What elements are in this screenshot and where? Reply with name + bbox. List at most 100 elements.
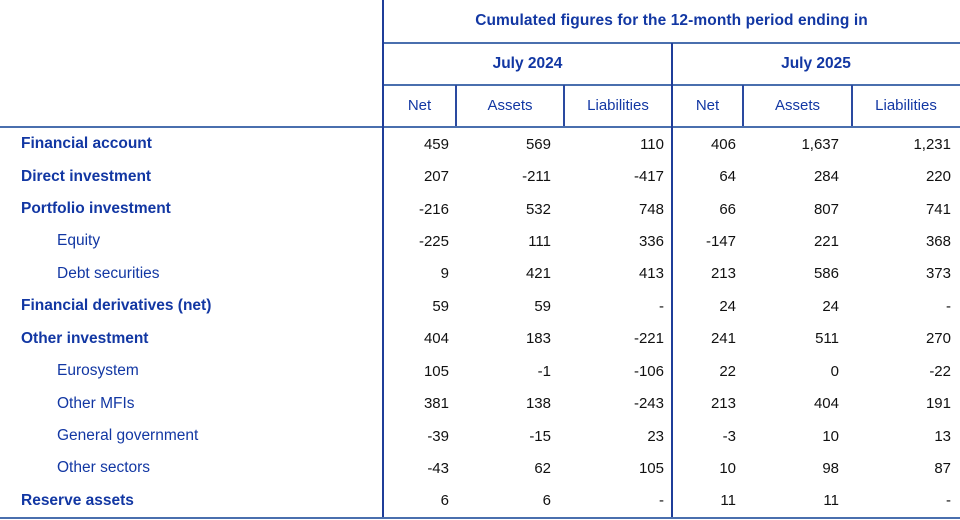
table-row: Other investment 404 183 -221 241 511 270 (0, 323, 960, 355)
table-row: Financial account 459 569 110 406 1,637 1,231 (0, 128, 960, 160)
value-cell: 207 (423, 168, 449, 186)
value-cell: 404 (813, 395, 839, 413)
value-cell: 459 (423, 135, 449, 153)
value-cell: 59 (534, 297, 551, 315)
value-cell: 66 (719, 200, 736, 218)
value-cell: 87 (934, 459, 951, 477)
rule-net-assets-2025 (742, 85, 744, 126)
value-cell: 381 (423, 395, 449, 413)
rule-table-bottom (0, 517, 960, 519)
value-cell: -3 (722, 427, 736, 445)
value-cell: 221 (813, 232, 839, 250)
row-label: Direct investment (21, 167, 152, 185)
value-cell: -106 (633, 362, 664, 380)
value-cell: 64 (719, 168, 736, 186)
value-cell: 23 (647, 427, 664, 445)
value-cell: - (946, 492, 951, 510)
value-cell: -225 (418, 232, 449, 250)
value-cell: 220 (925, 168, 951, 186)
row-label: Portfolio investment (21, 200, 171, 218)
row-label: Other investment (21, 329, 149, 347)
rule-under-column-headers (0, 126, 960, 128)
period-header-july-2025: July 2025 (781, 54, 851, 72)
rule-label-divider (382, 0, 384, 517)
row-label: Financial derivatives (net) (21, 297, 212, 315)
value-cell: 10 (719, 459, 736, 477)
table-row: Eurosystem 105 -1 -106 22 0 -22 (0, 355, 960, 387)
value-cell: 1,231 (913, 135, 951, 153)
value-cell: 105 (638, 459, 664, 477)
value-cell: 6 (542, 492, 551, 510)
table-row: Portfolio investment -216 532 748 66 807 741 (0, 193, 960, 225)
value-cell: - (659, 297, 664, 315)
value-cell: 11 (720, 492, 736, 510)
value-cell: 511 (815, 330, 839, 348)
column-header-liabilities-2025: Liabilities (875, 97, 937, 114)
table-row: Direct investment 207 -211 -417 64 284 220 (0, 160, 960, 192)
period-header-july-2024: July 2024 (492, 54, 563, 72)
table-row: Financial derivatives (net) 59 59 - 24 24 - (0, 290, 960, 322)
value-cell: 241 (710, 330, 736, 348)
table-row: Reserve assets 6 6 - 11 11 - (0, 485, 960, 517)
value-cell: 98 (822, 459, 839, 477)
value-cell: -211 (522, 168, 551, 186)
value-cell: 213 (710, 395, 736, 413)
value-cell: 586 (813, 265, 839, 283)
table-row: Equity -225 111 336 -147 221 368 (0, 225, 960, 257)
column-header-assets-2025: Assets (774, 97, 820, 114)
value-cell: -216 (418, 200, 449, 218)
value-cell: -22 (929, 362, 951, 380)
row-label: Eurosystem (57, 362, 139, 380)
value-cell: 191 (925, 395, 951, 413)
value-cell: 336 (638, 232, 664, 250)
table-title: Cumulated figures for the 12-month perio… (475, 12, 868, 29)
row-label: Other MFIs (57, 394, 135, 412)
value-cell: 6 (440, 492, 449, 510)
rule-net-assets-2024 (455, 85, 457, 126)
value-cell: 10 (822, 427, 839, 445)
value-cell: -417 (633, 168, 664, 186)
value-cell: -15 (529, 427, 551, 445)
table-body: Financial account 459 569 110 406 1,637 1,231 D… (0, 128, 960, 517)
value-cell: -1 (537, 362, 551, 380)
value-cell: 11 (823, 492, 839, 510)
value-cell: 105 (423, 362, 449, 380)
value-cell: -147 (705, 232, 736, 250)
value-cell: 0 (830, 362, 839, 380)
row-label: General government (57, 427, 199, 444)
rule-period-divider (671, 43, 673, 517)
value-cell: 807 (813, 200, 839, 218)
value-cell: 24 (719, 297, 736, 315)
value-cell: 406 (710, 135, 736, 153)
value-cell: 741 (925, 200, 951, 218)
table-row: General government -39 -15 23 -3 10 13 (0, 420, 960, 452)
value-cell: - (659, 492, 664, 510)
column-header-liabilities-2024: Liabilities (587, 97, 649, 114)
table-row: Other sectors -43 62 105 10 98 87 (0, 452, 960, 484)
value-cell: 138 (525, 395, 551, 413)
value-cell: 1,637 (801, 135, 839, 153)
value-cell: 373 (925, 265, 951, 283)
row-label: Financial account (21, 135, 152, 153)
value-cell: 284 (813, 168, 839, 186)
value-cell: 368 (925, 232, 951, 250)
column-header-net-2025: Net (695, 97, 720, 114)
row-label: Debt securities (57, 264, 160, 282)
row-label: Equity (57, 232, 101, 250)
value-cell: 213 (710, 265, 736, 283)
value-cell: 532 (525, 200, 551, 218)
value-cell: 413 (638, 265, 664, 283)
rule-assets-liabilities-2025 (851, 85, 853, 126)
row-label: Other sectors (57, 459, 151, 477)
value-cell: 9 (440, 265, 449, 283)
table-row: Other MFIs 381 138 -243 213 404 191 (0, 387, 960, 419)
value-cell: -39 (427, 427, 449, 445)
value-cell: 270 (925, 330, 951, 348)
value-cell: 748 (638, 200, 664, 218)
table-row: Debt securities 9 421 413 213 586 373 (0, 258, 960, 290)
value-cell: 111 (528, 232, 551, 250)
column-header-assets-2024: Assets (487, 97, 533, 114)
value-cell: -221 (633, 330, 664, 348)
value-cell: 110 (640, 135, 664, 153)
